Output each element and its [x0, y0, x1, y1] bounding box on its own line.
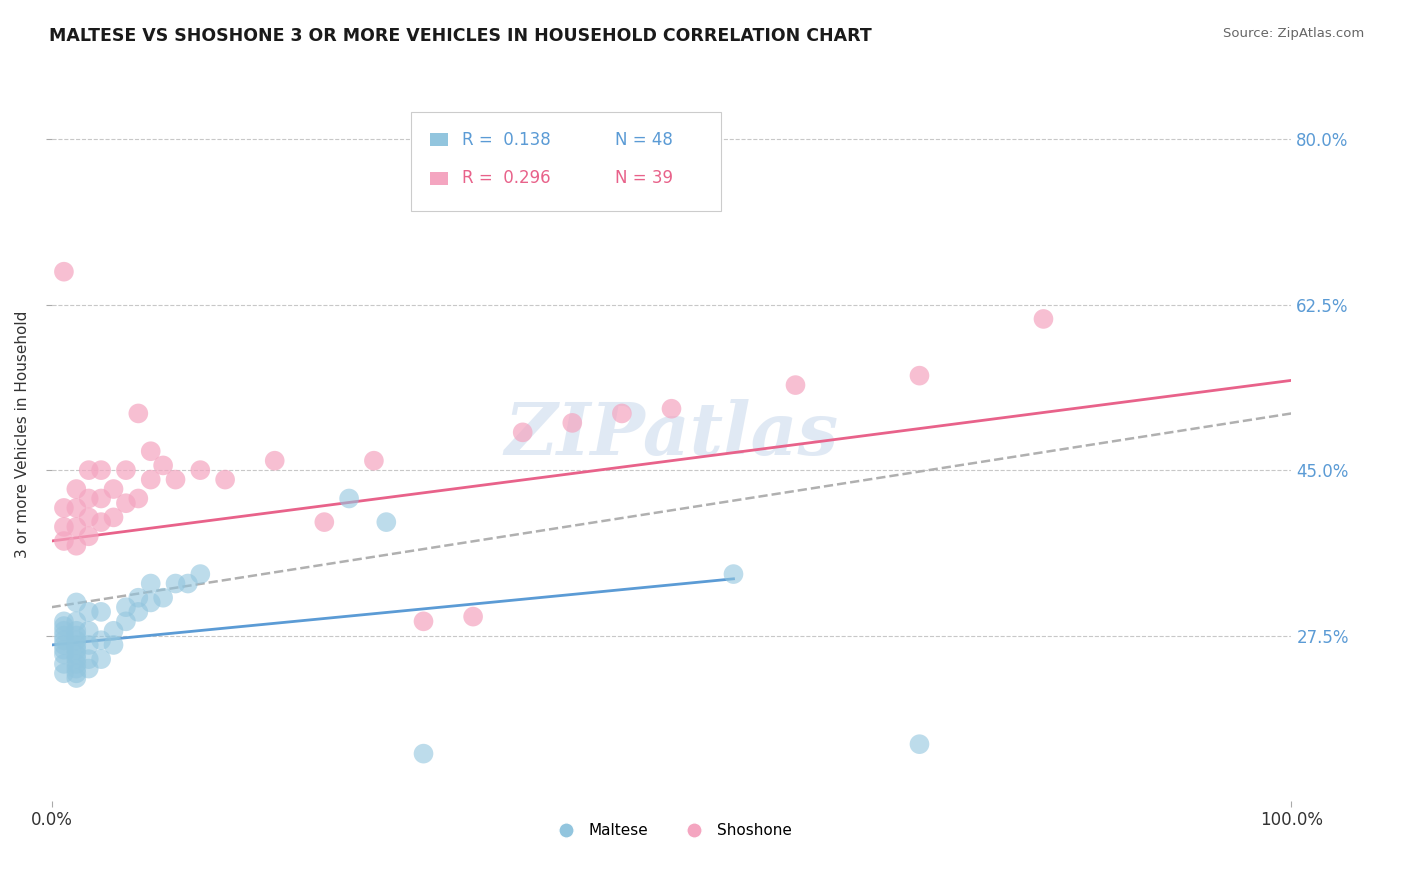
Point — [65, 657, 87, 671]
Point — [65, 662, 87, 676]
Point — [103, 510, 125, 524]
Point — [314, 515, 336, 529]
Point — [610, 406, 633, 420]
Point — [65, 642, 87, 657]
Point — [65, 539, 87, 553]
Point — [375, 515, 398, 529]
Point — [90, 491, 112, 506]
Point — [165, 473, 187, 487]
Point — [77, 529, 100, 543]
Point — [412, 615, 434, 629]
Text: N = 39: N = 39 — [614, 169, 673, 187]
Point — [65, 500, 87, 515]
Point — [65, 638, 87, 652]
Point — [52, 265, 75, 279]
Point — [65, 595, 87, 609]
Point — [127, 605, 149, 619]
Point — [115, 615, 138, 629]
Legend: Maltese, Shoshone: Maltese, Shoshone — [544, 817, 799, 845]
Point — [152, 591, 174, 605]
Text: R =  0.296: R = 0.296 — [463, 169, 551, 187]
Point — [363, 453, 385, 467]
Point — [65, 520, 87, 534]
Point — [561, 416, 583, 430]
Point — [52, 648, 75, 662]
Point — [908, 368, 931, 383]
Point — [139, 444, 162, 458]
Point — [412, 747, 434, 761]
Point — [52, 624, 75, 638]
Point — [65, 652, 87, 666]
Point — [512, 425, 534, 440]
Point — [188, 567, 211, 582]
Text: Source: ZipAtlas.com: Source: ZipAtlas.com — [1223, 27, 1364, 40]
Point — [77, 662, 100, 676]
Point — [90, 605, 112, 619]
Point — [65, 633, 87, 648]
Point — [263, 453, 285, 467]
Point — [77, 624, 100, 638]
Point — [139, 595, 162, 609]
Point — [52, 534, 75, 549]
Point — [103, 638, 125, 652]
Point — [65, 624, 87, 638]
Point — [127, 591, 149, 605]
Point — [77, 652, 100, 666]
FancyBboxPatch shape — [430, 172, 447, 185]
Point — [177, 576, 200, 591]
Point — [90, 652, 112, 666]
Point — [90, 515, 112, 529]
Point — [65, 615, 87, 629]
Point — [52, 633, 75, 648]
Point — [52, 628, 75, 642]
Point — [90, 633, 112, 648]
Point — [77, 463, 100, 477]
Point — [77, 638, 100, 652]
Point — [103, 482, 125, 496]
Point — [461, 609, 484, 624]
Point — [77, 605, 100, 619]
FancyBboxPatch shape — [430, 133, 447, 146]
Point — [52, 642, 75, 657]
Y-axis label: 3 or more Vehicles in Household: 3 or more Vehicles in Household — [15, 311, 30, 558]
Point — [52, 615, 75, 629]
Point — [77, 510, 100, 524]
Point — [52, 666, 75, 681]
Point — [52, 638, 75, 652]
Text: ZIPatlas: ZIPatlas — [505, 400, 838, 470]
Point — [115, 496, 138, 510]
Point — [723, 567, 745, 582]
Point — [115, 463, 138, 477]
Point — [908, 737, 931, 751]
Point — [52, 500, 75, 515]
Point — [1032, 312, 1054, 326]
Point — [52, 619, 75, 633]
Point — [165, 576, 187, 591]
Text: N = 48: N = 48 — [614, 130, 673, 149]
Point — [337, 491, 360, 506]
Point — [115, 600, 138, 615]
Point — [52, 520, 75, 534]
Point — [90, 463, 112, 477]
Point — [188, 463, 211, 477]
FancyBboxPatch shape — [411, 112, 721, 211]
Point — [65, 648, 87, 662]
Point — [139, 576, 162, 591]
Point — [65, 628, 87, 642]
Text: R =  0.138: R = 0.138 — [463, 130, 551, 149]
Point — [127, 406, 149, 420]
Point — [214, 473, 236, 487]
Point — [65, 482, 87, 496]
Point — [77, 491, 100, 506]
Point — [103, 624, 125, 638]
Point — [52, 657, 75, 671]
Point — [661, 401, 683, 416]
Point — [127, 491, 149, 506]
Point — [139, 473, 162, 487]
Point — [785, 378, 807, 392]
Point — [65, 666, 87, 681]
Point — [65, 671, 87, 685]
Point — [152, 458, 174, 473]
Text: MALTESE VS SHOSHONE 3 OR MORE VEHICLES IN HOUSEHOLD CORRELATION CHART: MALTESE VS SHOSHONE 3 OR MORE VEHICLES I… — [49, 27, 872, 45]
